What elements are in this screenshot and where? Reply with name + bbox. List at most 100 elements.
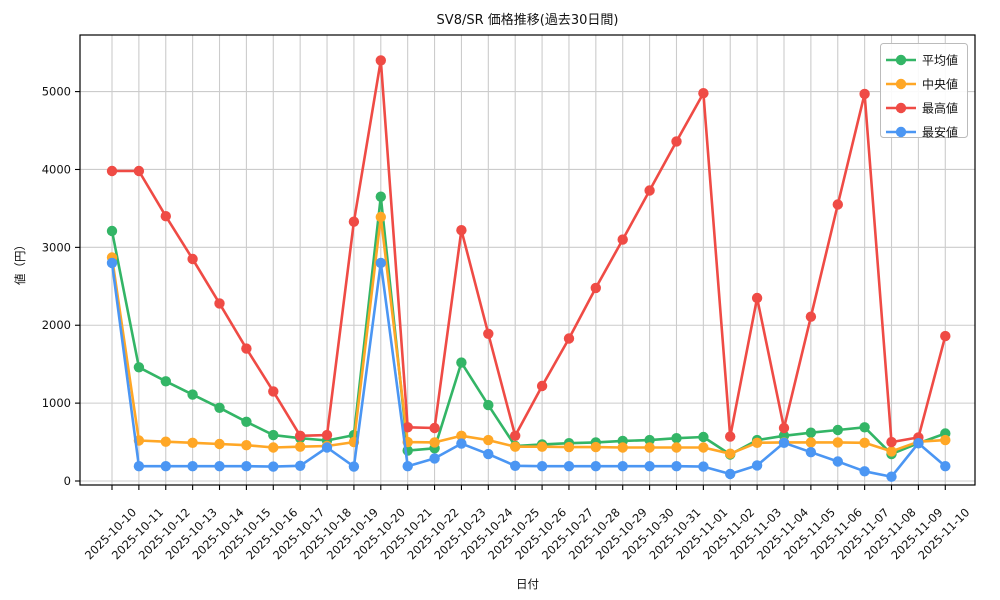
- data-point-median: [429, 437, 440, 448]
- data-point-max: [483, 328, 494, 339]
- data-point-max: [429, 422, 440, 434]
- data-point-min: [859, 466, 870, 477]
- data-point-min: [160, 461, 171, 472]
- data-point-min: [751, 460, 763, 471]
- data-point-median: [859, 437, 870, 448]
- data-point-median: [160, 436, 171, 447]
- data-point-max: [805, 311, 817, 322]
- data-point-max: [295, 430, 306, 441]
- data-point-mean: [106, 225, 118, 237]
- data-point-mean: [241, 416, 252, 427]
- data-point-mean: [483, 399, 494, 411]
- tick-marks: [75, 91, 946, 490]
- data-point-median: [214, 438, 225, 450]
- data-point-max: [241, 343, 252, 354]
- data-point-min: [214, 461, 225, 472]
- data-point-max: [725, 431, 736, 442]
- data-point-mean: [859, 422, 870, 433]
- data-point-min: [348, 461, 360, 472]
- data-point-max: [536, 380, 548, 392]
- data-point-min: [456, 438, 467, 449]
- data-point-min: [375, 257, 386, 269]
- data-point-max: [563, 333, 575, 344]
- data-point-min: [671, 461, 682, 472]
- data-point-max: [617, 234, 628, 245]
- data-point-min: [778, 437, 790, 448]
- data-point-median: [886, 446, 897, 457]
- y-tick-label: 3000: [42, 240, 71, 254]
- y-tick-label: 2000: [42, 318, 71, 332]
- data-point-min: [805, 447, 817, 458]
- data-point-max: [698, 88, 709, 99]
- legend-label-mean: 平均値: [922, 53, 958, 68]
- y-tick-label: 5000: [42, 85, 71, 99]
- data-point-max: [940, 330, 951, 342]
- data-point-mean: [268, 429, 279, 441]
- data-point-max: [187, 253, 198, 265]
- data-point-min: [268, 461, 279, 472]
- tick-labels: 0100020003000400050002025-10-102025-10-1…: [42, 85, 973, 563]
- data-point-median: [698, 442, 709, 453]
- data-point-min: [617, 461, 628, 472]
- data-point-mean: [160, 376, 171, 387]
- data-point-min: [940, 461, 951, 472]
- data-point-max: [832, 199, 843, 210]
- data-point-mean: [644, 434, 655, 446]
- data-point-max: [133, 165, 145, 177]
- data-point-min: [187, 461, 198, 472]
- data-point-min: [295, 460, 306, 471]
- data-point-median: [805, 437, 817, 448]
- data-point-max: [510, 430, 521, 441]
- series-max: [106, 55, 951, 448]
- chart-title: SV8/SR 価格推移(過去30日間): [436, 13, 619, 28]
- data-point-median: [751, 437, 763, 448]
- data-point-max: [886, 436, 897, 448]
- data-point-mean: [214, 402, 225, 413]
- data-point-min: [590, 461, 601, 472]
- legend-label-min: 最安値: [922, 125, 958, 140]
- data-point-median: [832, 437, 843, 448]
- data-point-mean: [375, 191, 386, 202]
- data-point-median: [268, 442, 279, 453]
- data-point-min: [725, 468, 736, 480]
- data-point-min: [241, 461, 252, 472]
- data-point-max: [644, 185, 655, 196]
- data-point-median: [536, 441, 548, 452]
- legend-marker-min: [895, 126, 907, 138]
- data-point-median: [241, 440, 252, 451]
- data-point-mean: [698, 431, 709, 443]
- data-point-min: [429, 453, 440, 464]
- data-point-median: [940, 434, 951, 446]
- data-point-median: [295, 441, 306, 452]
- data-point-median: [563, 441, 575, 453]
- y-tick-label: 4000: [42, 162, 71, 176]
- data-point-max: [106, 165, 118, 177]
- data-point-mean: [187, 389, 198, 400]
- data-point-median: [644, 442, 655, 453]
- series-min: [106, 257, 951, 482]
- data-point-median: [483, 434, 494, 446]
- data-point-min: [644, 461, 655, 472]
- data-point-min: [133, 461, 145, 472]
- data-point-max: [214, 298, 225, 309]
- data-point-min: [913, 438, 924, 449]
- axes-frame: [79, 34, 976, 486]
- data-point-median: [725, 448, 736, 459]
- data-point-max: [268, 386, 279, 397]
- data-point-mean: [671, 433, 682, 444]
- data-point-median: [456, 430, 467, 441]
- data-point-max: [590, 282, 601, 294]
- y-tick-label: 0: [64, 474, 71, 488]
- data-point-max: [751, 292, 763, 304]
- data-point-max: [160, 211, 171, 222]
- data-point-max: [456, 225, 467, 236]
- x-axis-title: 日付: [516, 577, 539, 591]
- data-point-min: [832, 456, 843, 467]
- data-point-median: [671, 442, 682, 453]
- data-point-mean: [456, 357, 467, 368]
- data-point-min: [483, 448, 494, 460]
